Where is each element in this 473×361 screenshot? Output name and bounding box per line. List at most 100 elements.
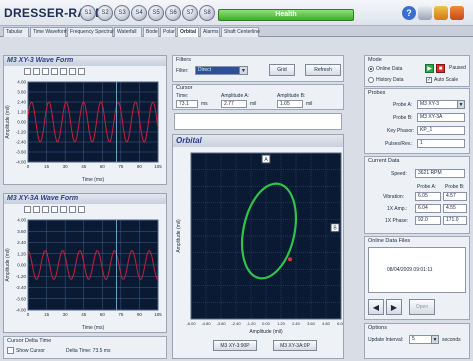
- next-icon[interactable]: ▶: [386, 299, 402, 315]
- zoom-out-icon[interactable]: [33, 68, 40, 75]
- sensor-button-s8[interactable]: S8: [199, 5, 215, 21]
- probe-a-button[interactable]: M3 XY-3:90P: [213, 340, 257, 351]
- amp-1x-b: 4.55: [443, 204, 467, 213]
- tab-alarms[interactable]: Alarms: [200, 27, 220, 37]
- reset-zoom-icon[interactable]: [51, 206, 58, 213]
- alarm-icon[interactable]: [434, 6, 448, 20]
- online-radio[interactable]: [368, 66, 374, 72]
- amp-1x-a: 6.04: [415, 204, 441, 213]
- y-tick-label: 4.00: [17, 218, 26, 223]
- export-icon[interactable]: [450, 6, 464, 20]
- sensor-button-s1[interactable]: S1: [80, 5, 96, 21]
- cursor-group: Cursor Time: 73.1 ms Amplitude A: 2.77 m…: [172, 84, 344, 110]
- tab-orbital[interactable]: Orbital: [177, 27, 199, 37]
- x-tick-label: 0.00: [262, 321, 271, 326]
- y-tick-label: 1.20: [17, 251, 26, 256]
- pan-icon[interactable]: [42, 68, 49, 75]
- tab-frequency-spectrum[interactable]: Frequency Spectrum: [67, 27, 116, 37]
- print-icon[interactable]: [69, 68, 76, 75]
- x-tick-label: 0: [27, 164, 30, 169]
- current-data-group: Current Data Speed: 3621 RPM Probe A: Pr…: [364, 156, 470, 234]
- sensor-button-s5[interactable]: S5: [148, 5, 164, 21]
- y-tick-label: 2.40: [17, 100, 26, 105]
- sensor-button-s2[interactable]: S2: [97, 5, 113, 21]
- files-list[interactable]: 08/04/2009 09:01:11: [368, 247, 466, 293]
- chevron-down-icon[interactable]: ▼: [457, 100, 465, 109]
- y-tick-label: 3.60: [17, 229, 26, 234]
- tab-polar[interactable]: Polar: [160, 27, 176, 37]
- x-tick-label: -4.80: [201, 321, 211, 326]
- x-tick-label: 2.40: [292, 321, 301, 326]
- settings-icon[interactable]: [418, 6, 432, 20]
- open-button[interactable]: Open: [409, 299, 435, 315]
- amp-a-unit: mil: [250, 101, 257, 107]
- orbit-chart[interactable]: -6.00 -4.80 -3.60 -2.40 -1.20 0.00 1.20 2.40 3.6…: [173, 147, 343, 335]
- tab-shaft-centerline[interactable]: Shaft Centerline: [221, 27, 260, 37]
- tab-bode[interactable]: Bode: [143, 27, 159, 37]
- top-bar: DRESSER-RAND S1 S2 S3 S4 S5 S6 S7 S8 Health ?: [0, 0, 473, 26]
- zoom-in-icon[interactable]: [24, 206, 31, 213]
- chevron-down-icon[interactable]: ▼: [431, 335, 439, 344]
- x-tick-label: 75: [118, 164, 124, 169]
- sensor-button-s3[interactable]: S3: [114, 5, 130, 21]
- sensor-button-s4[interactable]: S4: [131, 5, 147, 21]
- previous-icon[interactable]: ◀: [368, 299, 384, 315]
- phase-1x-label: 1X Phase:: [385, 218, 409, 224]
- probes-title: Probes: [368, 90, 386, 96]
- sensor-button-s6[interactable]: S6: [165, 5, 181, 21]
- online-label: Online Data: [376, 66, 403, 72]
- probe-b-label: Probe B:: [393, 115, 413, 121]
- y-axis-label: Amplitude (mil): [5, 105, 11, 139]
- current-data-title: Current Data: [368, 158, 400, 164]
- stop-icon[interactable]: ■: [436, 64, 445, 73]
- y-tick-label: 4.00: [17, 80, 26, 85]
- vibration-b: 4.57: [443, 192, 467, 201]
- copy-icon[interactable]: [78, 206, 85, 213]
- sensor-button-s7[interactable]: S7: [182, 5, 198, 21]
- x-tick-label: 30: [63, 164, 69, 169]
- reset-zoom-icon[interactable]: [51, 68, 58, 75]
- amp-1x-label: 1X Amp.:: [387, 206, 408, 212]
- waveform-1-chart[interactable]: 4.00 3.60 2.40 1.20 0.00 -1.20 -2.40 -3.60 -4.00…: [4, 76, 166, 184]
- show-cursor-checkbox[interactable]: [7, 347, 14, 354]
- copy-icon[interactable]: [78, 68, 85, 75]
- zoom-in-icon[interactable]: [24, 68, 31, 75]
- show-cursor-label: Show Cursor: [16, 348, 45, 354]
- x-tick-label: 105: [154, 312, 162, 317]
- zoom-out-icon[interactable]: [33, 206, 40, 213]
- chevron-down-icon[interactable]: ▼: [239, 66, 248, 75]
- x-tick-label: 60: [100, 164, 106, 169]
- tab-tabular[interactable]: Tabular: [3, 27, 29, 37]
- waveform-trace: [27, 101, 159, 143]
- probe-a-select[interactable]: M3 XY-3: [417, 100, 461, 109]
- waveform-panel-2: M3 XY-3A Wave Form 4.00 3.60 2.40 1.20 0.00 -…: [3, 193, 167, 333]
- refresh-button[interactable]: Refresh: [305, 64, 341, 76]
- y-tick-label: -4.00: [16, 160, 27, 165]
- y-tick-label: 3.60: [17, 90, 26, 95]
- tab-waterfall[interactable]: Waterfall: [114, 27, 142, 37]
- grid-button[interactable]: Grid: [269, 64, 295, 76]
- probe-a-marker-label: A: [264, 157, 268, 163]
- waveform-2-chart[interactable]: 4.00 3.60 2.40 1.20 0.00 -1.20 -2.40 -3.60 -4.00…: [4, 214, 166, 332]
- mode-group: Mode Online Data History Data ▶ ■ Paused…: [364, 55, 470, 87]
- help-icon[interactable]: ?: [402, 6, 416, 20]
- x-tick-label: 6.00: [337, 321, 343, 326]
- x-tick-label: -1.20: [246, 321, 256, 326]
- cursor-tool-icon[interactable]: [60, 68, 67, 75]
- pan-icon[interactable]: [42, 206, 49, 213]
- probe-b-button[interactable]: M3 XY-3A:0P: [273, 340, 317, 351]
- history-radio[interactable]: [368, 77, 374, 83]
- health-indicator[interactable]: Health: [218, 9, 354, 21]
- file-timestamp[interactable]: 08/04/2009 09:01:11: [387, 267, 433, 273]
- options-group: Options Update Interval: 5 ▼ seconds: [364, 323, 470, 359]
- y-axis-label: Amplitude (mil): [176, 219, 182, 253]
- print-icon[interactable]: [69, 206, 76, 213]
- filter-select[interactable]: Direct: [195, 66, 243, 75]
- play-icon[interactable]: ▶: [425, 64, 434, 73]
- tab-time-waveform[interactable]: Time Waveform: [30, 27, 68, 37]
- cursor-tool-icon[interactable]: [60, 206, 67, 213]
- orbit-trace: [241, 182, 297, 280]
- autoscale-checkbox[interactable]: ✓: [426, 77, 432, 83]
- cursor-info-box: [174, 113, 342, 130]
- key-phasor-field: KP_1: [417, 126, 465, 135]
